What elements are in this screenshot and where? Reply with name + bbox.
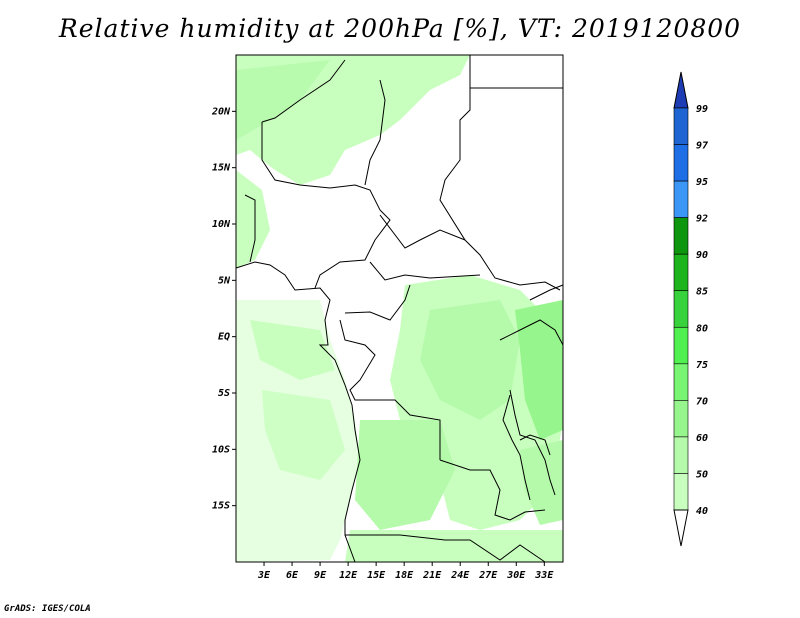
- lat-tick-label: 5N: [218, 275, 231, 286]
- legend-band: [673, 144, 689, 182]
- legend-label: 97: [696, 141, 708, 152]
- lon-tick-label: 21E: [422, 570, 442, 581]
- legend-label: 90: [696, 250, 708, 261]
- lon-tick-label: 24E: [450, 570, 470, 581]
- lon-tick-label: 12E: [339, 570, 358, 581]
- map-frame: [235, 54, 564, 563]
- legend-label: 80: [696, 323, 708, 334]
- legend-label: 60: [696, 433, 708, 444]
- lat-tick-label: 5S: [218, 388, 230, 399]
- legend-band: [673, 290, 689, 328]
- lat-tick-label: 20N: [211, 106, 231, 117]
- legend-label: 70: [696, 396, 708, 407]
- grads-credit: GrADS: IGES/COLA: [4, 604, 91, 614]
- lon-tick-label: 33E: [534, 570, 554, 581]
- country-borders: [235, 55, 564, 563]
- color-legend: 99 97 95 92 90 85 80 75 70 60 50 40: [673, 71, 708, 547]
- legend-band: [673, 217, 689, 255]
- legend-band: [673, 326, 689, 365]
- legend-top-arrow: [673, 71, 689, 109]
- legend-label: 99: [696, 104, 708, 115]
- lat-tick-label: 15S: [212, 501, 230, 512]
- legend-label: 40: [696, 506, 708, 517]
- lon-tick-label: 15E: [367, 570, 386, 581]
- legend-band: [673, 436, 689, 474]
- map-title: Relative humidity at 200hPa [%], VT: 201…: [58, 14, 742, 43]
- legend-label: 50: [696, 469, 708, 480]
- lat-tick-label: EQ: [218, 332, 230, 343]
- latitude-axis: 20N 15N 10N 5N EQ 5S 10S 15S: [211, 106, 236, 512]
- legend-band: [673, 473, 689, 511]
- lat-tick-label: 15N: [212, 163, 231, 174]
- lon-tick-label: 27E: [478, 570, 498, 581]
- lon-tick-label: 30E: [506, 570, 526, 581]
- lon-tick-label: 9E: [314, 570, 327, 581]
- legend-band: [673, 253, 689, 292]
- legend-bottom-arrow: [673, 509, 689, 547]
- legend-label: 92: [696, 214, 708, 225]
- lon-tick-label: 6E: [286, 570, 299, 581]
- lon-tick-label: 18E: [395, 570, 414, 581]
- lat-tick-label: 10N: [212, 219, 231, 230]
- legend-label: 95: [696, 177, 708, 188]
- humidity-fill: [236, 55, 563, 562]
- lon-tick-label: 3E: [257, 570, 271, 581]
- legend-label: 85: [696, 287, 708, 298]
- longitude-axis: 3E 6E 9E 12E 15E 18E 21E 24E 27E 30E 33E: [257, 562, 554, 581]
- legend-label: 75: [696, 360, 708, 371]
- legend-band: [673, 107, 689, 145]
- lat-tick-label: 10S: [212, 444, 230, 455]
- legend-band: [673, 400, 689, 438]
- legend-band: [673, 180, 689, 218]
- legend-band: [673, 363, 689, 401]
